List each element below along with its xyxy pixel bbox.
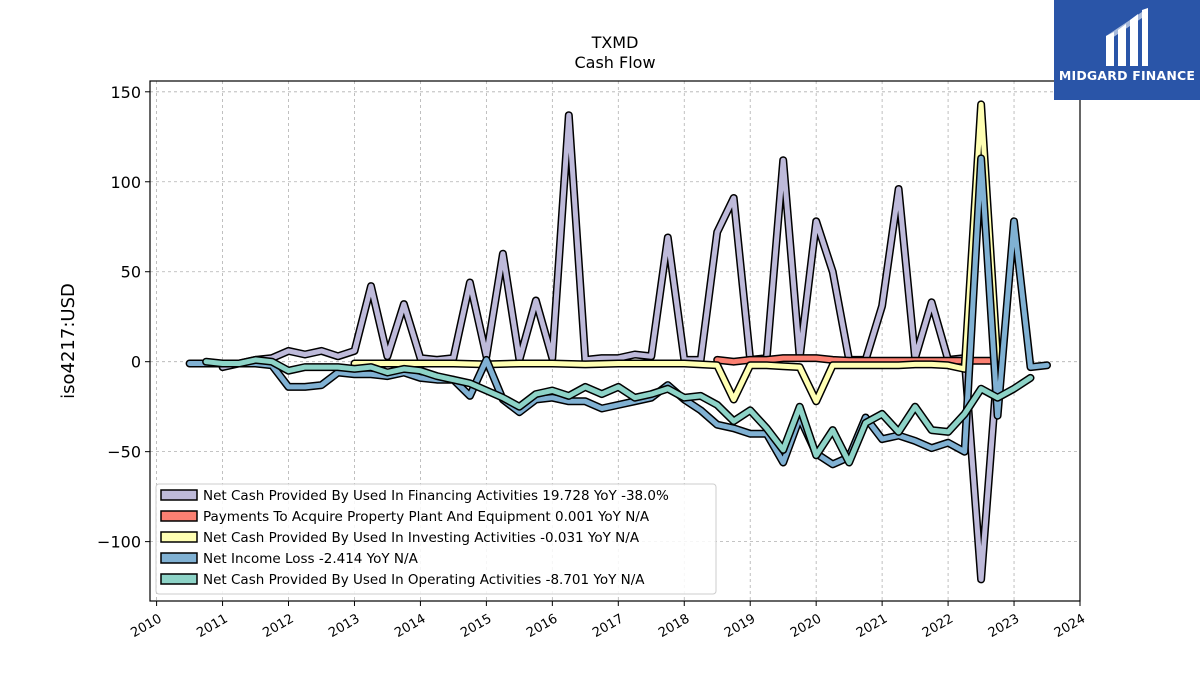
x-tick-label: 2015 <box>458 611 494 641</box>
series-line <box>350 100 1002 406</box>
series-stroke <box>220 112 1001 582</box>
y-tick-label: 0 <box>131 353 141 372</box>
x-tick-label: 2017 <box>590 611 626 641</box>
legend-label: Net Cash Provided By Used In Investing A… <box>203 530 640 546</box>
x-tick-label: 2014 <box>392 611 428 641</box>
y-tick-label: −100 <box>97 533 141 552</box>
series-stroke <box>714 355 1001 365</box>
brand-logo: MIDGARD FINANCE <box>1054 0 1200 100</box>
legend-box <box>155 483 717 595</box>
midgard-logo-icon <box>1106 8 1148 66</box>
legend: Net Cash Provided By Used In Financing A… <box>155 483 717 595</box>
series-line <box>185 154 1051 469</box>
x-tick-label: 2011 <box>194 611 230 641</box>
y-axis-label: iso4217:USD <box>58 283 79 399</box>
legend-swatch <box>160 573 198 585</box>
chart-subtitle: Cash Flow <box>574 53 655 72</box>
x-tick-label: 2022 <box>920 611 956 641</box>
y-tick-label: 150 <box>110 83 141 102</box>
legend-label: Payments To Acquire Property Plant And E… <box>203 509 650 525</box>
y-tick-label: 100 <box>110 173 141 192</box>
y-tick-label: −50 <box>107 443 141 462</box>
series-stroke <box>187 155 1050 467</box>
series-line <box>713 354 1002 366</box>
x-tick-label: 2012 <box>260 611 296 641</box>
x-tick-label: 2023 <box>986 611 1022 641</box>
x-tick-label: 2016 <box>524 611 560 641</box>
x-tick-label: 2024 <box>1052 611 1088 641</box>
y-tick-label: 50 <box>121 263 141 282</box>
legend-swatch <box>160 531 198 543</box>
x-tick-label: 2020 <box>788 611 824 641</box>
series-stroke <box>203 357 1033 465</box>
series-lines <box>185 100 1051 584</box>
series-stroke <box>352 101 1001 404</box>
chart-title: TXMD <box>591 33 639 52</box>
series-line <box>218 111 1002 584</box>
x-tick-label: 2013 <box>326 611 362 641</box>
legend-label: Net Cash Provided By Used In Financing A… <box>203 488 669 504</box>
legend-swatch <box>160 510 198 522</box>
brand-name: MIDGARD FINANCE <box>1058 68 1196 83</box>
legend-label: Net Income Loss -2.414 YoY N/A <box>203 551 419 567</box>
x-tick-label: 2018 <box>656 611 692 641</box>
series-line <box>202 355 1035 467</box>
legend-label: Net Cash Provided By Used In Operating A… <box>203 572 645 588</box>
legend-swatch <box>160 489 198 501</box>
legend-swatch <box>160 552 198 564</box>
x-tick-label: 2021 <box>854 611 890 641</box>
x-tick-label: 2019 <box>722 611 758 641</box>
x-tick-label: 2010 <box>128 611 164 641</box>
plot-frame <box>149 80 1081 602</box>
